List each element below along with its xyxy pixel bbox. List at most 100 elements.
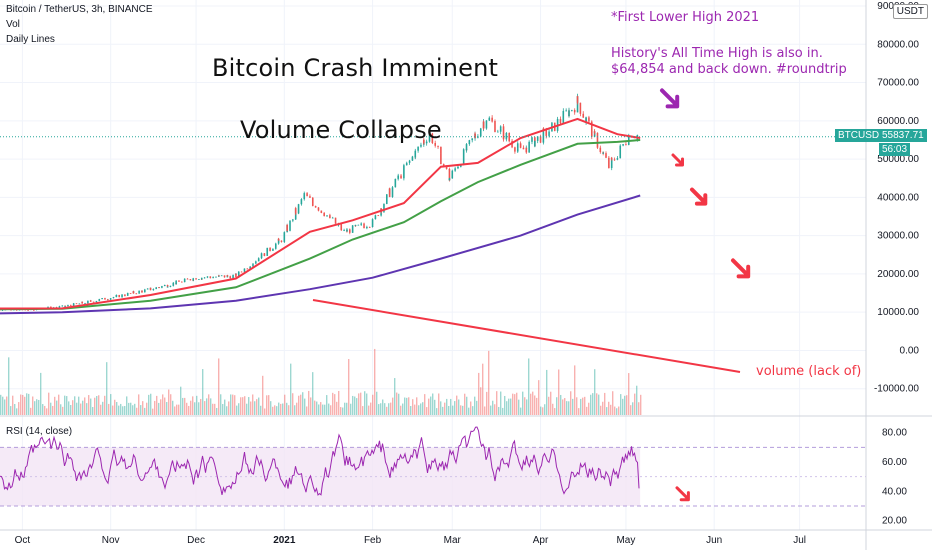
candle-body xyxy=(539,136,542,143)
volume-bar xyxy=(142,401,144,415)
vol-indicator-label[interactable]: Vol xyxy=(6,19,20,30)
candle-body xyxy=(334,217,337,224)
candle-body xyxy=(132,291,135,294)
volume-bar xyxy=(490,405,492,415)
volume-bar xyxy=(428,398,430,415)
candle-body xyxy=(516,143,519,149)
candle-body xyxy=(462,149,465,165)
candle-body xyxy=(186,278,189,280)
volume-bar xyxy=(486,391,488,415)
volume-bar xyxy=(616,408,618,415)
volume-bar xyxy=(230,394,232,415)
volume-bar xyxy=(226,406,228,415)
candle-body xyxy=(351,225,354,233)
candle-body xyxy=(471,138,474,141)
currency-button[interactable]: USDT xyxy=(892,4,928,19)
volume-bar xyxy=(118,405,120,415)
volume-bar xyxy=(410,406,412,415)
arrow-down-red-icon xyxy=(675,486,690,502)
volume-bar xyxy=(466,396,468,415)
candle-body xyxy=(505,132,508,140)
volume-bar xyxy=(412,399,414,415)
candle-body xyxy=(195,278,197,280)
volume-bar xyxy=(574,365,576,415)
candle-body xyxy=(249,266,251,269)
candle-body xyxy=(417,146,419,151)
candle-body xyxy=(371,225,374,227)
candle-body xyxy=(209,277,212,279)
candle-body xyxy=(104,298,106,300)
volume-bar xyxy=(544,404,546,415)
volume-bar xyxy=(382,399,384,415)
candle-body xyxy=(297,204,300,214)
volume-bar xyxy=(172,400,174,415)
candle-body xyxy=(528,141,530,153)
candle-body xyxy=(220,275,223,277)
volume-bar xyxy=(346,402,348,415)
candle-body xyxy=(95,301,98,303)
candle-body xyxy=(32,309,35,311)
volume-bar xyxy=(630,405,632,415)
candle-body xyxy=(252,263,254,265)
candle-body xyxy=(198,279,200,280)
candle-body xyxy=(488,117,491,121)
volume-bar xyxy=(476,400,478,415)
annotation-roundtrip-note: $64,854 and back down. #roundtrip xyxy=(611,62,847,77)
volume-bar xyxy=(212,403,214,415)
candle-body xyxy=(522,147,525,150)
volume-bar xyxy=(284,394,286,415)
volume-bar xyxy=(440,401,442,415)
candle-body xyxy=(599,147,602,153)
volume-bar xyxy=(28,393,30,415)
volume-bar xyxy=(350,403,352,415)
time-tick-label: 2021 xyxy=(273,535,296,546)
symbol-header[interactable]: Bitcoin / TetherUS, 3h, BINANCE xyxy=(6,4,153,15)
candle-body xyxy=(314,205,317,208)
annotation-title-volume: Volume Collapse xyxy=(240,116,442,144)
volume-bar xyxy=(20,394,22,415)
candle-body xyxy=(109,298,112,300)
candle-body xyxy=(437,145,439,147)
candle-body xyxy=(112,297,115,299)
volume-bar xyxy=(434,399,436,415)
candle-body xyxy=(348,229,351,233)
volume-bar xyxy=(248,397,250,415)
volume-bar xyxy=(598,394,600,415)
candle-body xyxy=(311,203,314,206)
volume-bar xyxy=(138,394,140,415)
volume-bar xyxy=(102,401,104,415)
rsi-indicator-label[interactable]: RSI (14, close) xyxy=(6,426,73,437)
candle-body xyxy=(542,128,545,143)
time-tick-label: Feb xyxy=(364,535,382,546)
volume-bar xyxy=(334,394,336,415)
volume-bar xyxy=(52,405,54,415)
volume-bar xyxy=(400,405,402,415)
volume-bar xyxy=(134,403,136,415)
volume-bar xyxy=(158,402,160,415)
candle-body xyxy=(627,136,630,143)
volume-bar xyxy=(510,398,512,415)
price-tick-label: 80000.00 xyxy=(877,39,919,50)
candle-body xyxy=(192,278,195,281)
candle-body xyxy=(158,287,160,289)
volume-bar xyxy=(474,396,476,415)
candle-body xyxy=(519,143,522,148)
volume-bar xyxy=(56,400,58,415)
daily-lines-indicator-label[interactable]: Daily Lines xyxy=(6,34,55,45)
volume-bar xyxy=(240,397,242,415)
candle-body xyxy=(206,276,209,278)
volume-bar xyxy=(244,396,246,415)
volume-bar xyxy=(600,405,602,415)
volume-bar xyxy=(280,403,282,415)
volume-bar xyxy=(180,386,182,415)
volume-bar xyxy=(94,397,96,415)
candle-body xyxy=(408,160,411,163)
volume-bar xyxy=(182,397,184,415)
volume-bar xyxy=(462,405,464,415)
volume-bar xyxy=(452,405,454,415)
volume-bar xyxy=(130,402,132,415)
candle-body xyxy=(354,224,357,226)
candle-body xyxy=(163,285,166,287)
volume-bar xyxy=(238,403,240,415)
